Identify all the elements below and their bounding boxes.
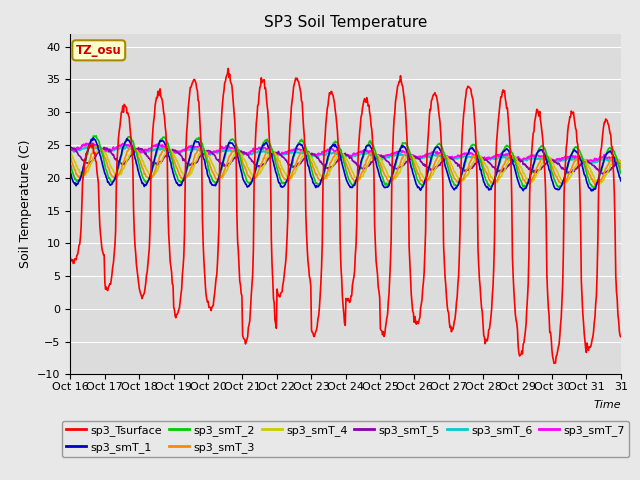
sp3_smT_2 <box>403 143 411 148</box>
sp3_smT_2 <box>591 185 598 191</box>
sp3_smT_1 <box>434 144 442 150</box>
sp3_smT_1 <box>588 188 595 194</box>
sp3_smT_2 <box>233 144 241 149</box>
sp3_smT_4 <box>132 147 140 153</box>
sp3_smT_3 <box>434 154 442 159</box>
sp3_Tsurface <box>131 242 139 248</box>
sp3_smT_6 <box>617 159 625 165</box>
sp3_smT_4 <box>617 160 625 166</box>
sp3_smT_3 <box>94 143 102 148</box>
sp3_Tsurface <box>550 360 558 366</box>
sp3_smT_1 <box>617 178 625 184</box>
sp3_smT_6 <box>67 147 74 153</box>
sp3_smT_4 <box>403 155 411 160</box>
sp3_smT_5 <box>403 158 411 164</box>
sp3_smT_7 <box>617 158 625 164</box>
sp3_smT_5 <box>233 153 241 159</box>
sp3_smT_3 <box>233 147 241 153</box>
sp3_smT_6 <box>260 149 268 155</box>
Line: sp3_smT_1: sp3_smT_1 <box>70 138 621 191</box>
sp3_smT_5 <box>260 162 268 168</box>
sp3_smT_2 <box>434 142 442 147</box>
sp3_smT_1 <box>132 157 140 163</box>
sp3_Tsurface <box>281 265 289 271</box>
sp3_smT_5 <box>67 145 74 151</box>
sp3_smT_2 <box>617 170 625 176</box>
Line: sp3_smT_3: sp3_smT_3 <box>70 145 621 186</box>
sp3_smT_6 <box>132 149 140 155</box>
sp3_smT_5 <box>617 160 625 166</box>
Line: sp3_smT_6: sp3_smT_6 <box>70 145 621 163</box>
Line: sp3_smT_2: sp3_smT_2 <box>70 136 621 188</box>
Legend: sp3_Tsurface, sp3_smT_1, sp3_smT_2, sp3_smT_3, sp3_smT_4, sp3_smT_5, sp3_smT_6, : sp3_Tsurface, sp3_smT_1, sp3_smT_2, sp3_… <box>61 421 630 457</box>
sp3_smT_6 <box>403 153 411 159</box>
sp3_smT_4 <box>260 163 268 169</box>
sp3_smT_2 <box>281 180 289 186</box>
sp3_smT_7 <box>260 145 268 151</box>
sp3_smT_7 <box>132 146 140 152</box>
sp3_smT_1 <box>403 149 411 155</box>
sp3_Tsurface <box>233 211 241 217</box>
sp3_smT_4 <box>97 146 104 152</box>
sp3_smT_3 <box>67 154 74 160</box>
sp3_smT_7 <box>613 159 621 165</box>
sp3_smT_7 <box>67 147 74 153</box>
sp3_Tsurface <box>225 66 232 72</box>
sp3_smT_1 <box>233 152 241 157</box>
Y-axis label: Soil Temperature (C): Soil Temperature (C) <box>19 140 32 268</box>
sp3_smT_5 <box>281 156 289 162</box>
sp3_Tsurface <box>434 101 442 107</box>
Text: TZ_osu: TZ_osu <box>76 44 122 57</box>
sp3_smT_4 <box>233 149 241 155</box>
sp3_smT_7 <box>403 151 411 156</box>
sp3_smT_4 <box>526 180 534 186</box>
sp3_smT_3 <box>592 183 600 189</box>
sp3_Tsurface <box>617 334 625 340</box>
sp3_smT_1 <box>67 170 74 176</box>
sp3_smT_1 <box>90 135 97 141</box>
sp3_smT_4 <box>281 170 289 176</box>
sp3_smT_3 <box>260 156 268 161</box>
sp3_Tsurface <box>260 77 268 83</box>
sp3_smT_2 <box>92 133 100 139</box>
sp3_smT_4 <box>67 149 74 155</box>
sp3_smT_2 <box>67 162 74 168</box>
Line: sp3_Tsurface: sp3_Tsurface <box>70 69 621 363</box>
sp3_smT_6 <box>86 143 94 148</box>
Line: sp3_smT_5: sp3_smT_5 <box>70 147 621 174</box>
sp3_smT_7 <box>88 140 96 146</box>
sp3_smT_5 <box>132 147 140 153</box>
sp3_smT_2 <box>260 139 268 145</box>
sp3_smT_4 <box>434 160 442 166</box>
sp3_Tsurface <box>403 135 411 141</box>
sp3_smT_6 <box>434 152 442 158</box>
sp3_Tsurface <box>67 255 74 261</box>
sp3_smT_6 <box>281 152 289 157</box>
sp3_smT_7 <box>281 150 289 156</box>
Line: sp3_smT_7: sp3_smT_7 <box>70 143 621 162</box>
sp3_smT_5 <box>434 163 442 168</box>
sp3_smT_3 <box>132 147 140 153</box>
sp3_smT_1 <box>260 142 268 148</box>
sp3_smT_3 <box>403 150 411 156</box>
Title: SP3 Soil Temperature: SP3 Soil Temperature <box>264 15 428 30</box>
sp3_smT_2 <box>132 149 140 155</box>
sp3_smT_7 <box>434 151 442 156</box>
sp3_smT_5 <box>67 144 75 150</box>
Line: sp3_smT_4: sp3_smT_4 <box>70 149 621 183</box>
sp3_smT_6 <box>233 150 241 156</box>
sp3_smT_3 <box>281 177 289 182</box>
sp3_smT_1 <box>281 182 289 188</box>
sp3_smT_3 <box>617 165 625 170</box>
sp3_smT_5 <box>599 171 607 177</box>
sp3_smT_7 <box>233 147 241 153</box>
Text: Time: Time <box>593 400 621 410</box>
sp3_smT_6 <box>588 160 595 166</box>
